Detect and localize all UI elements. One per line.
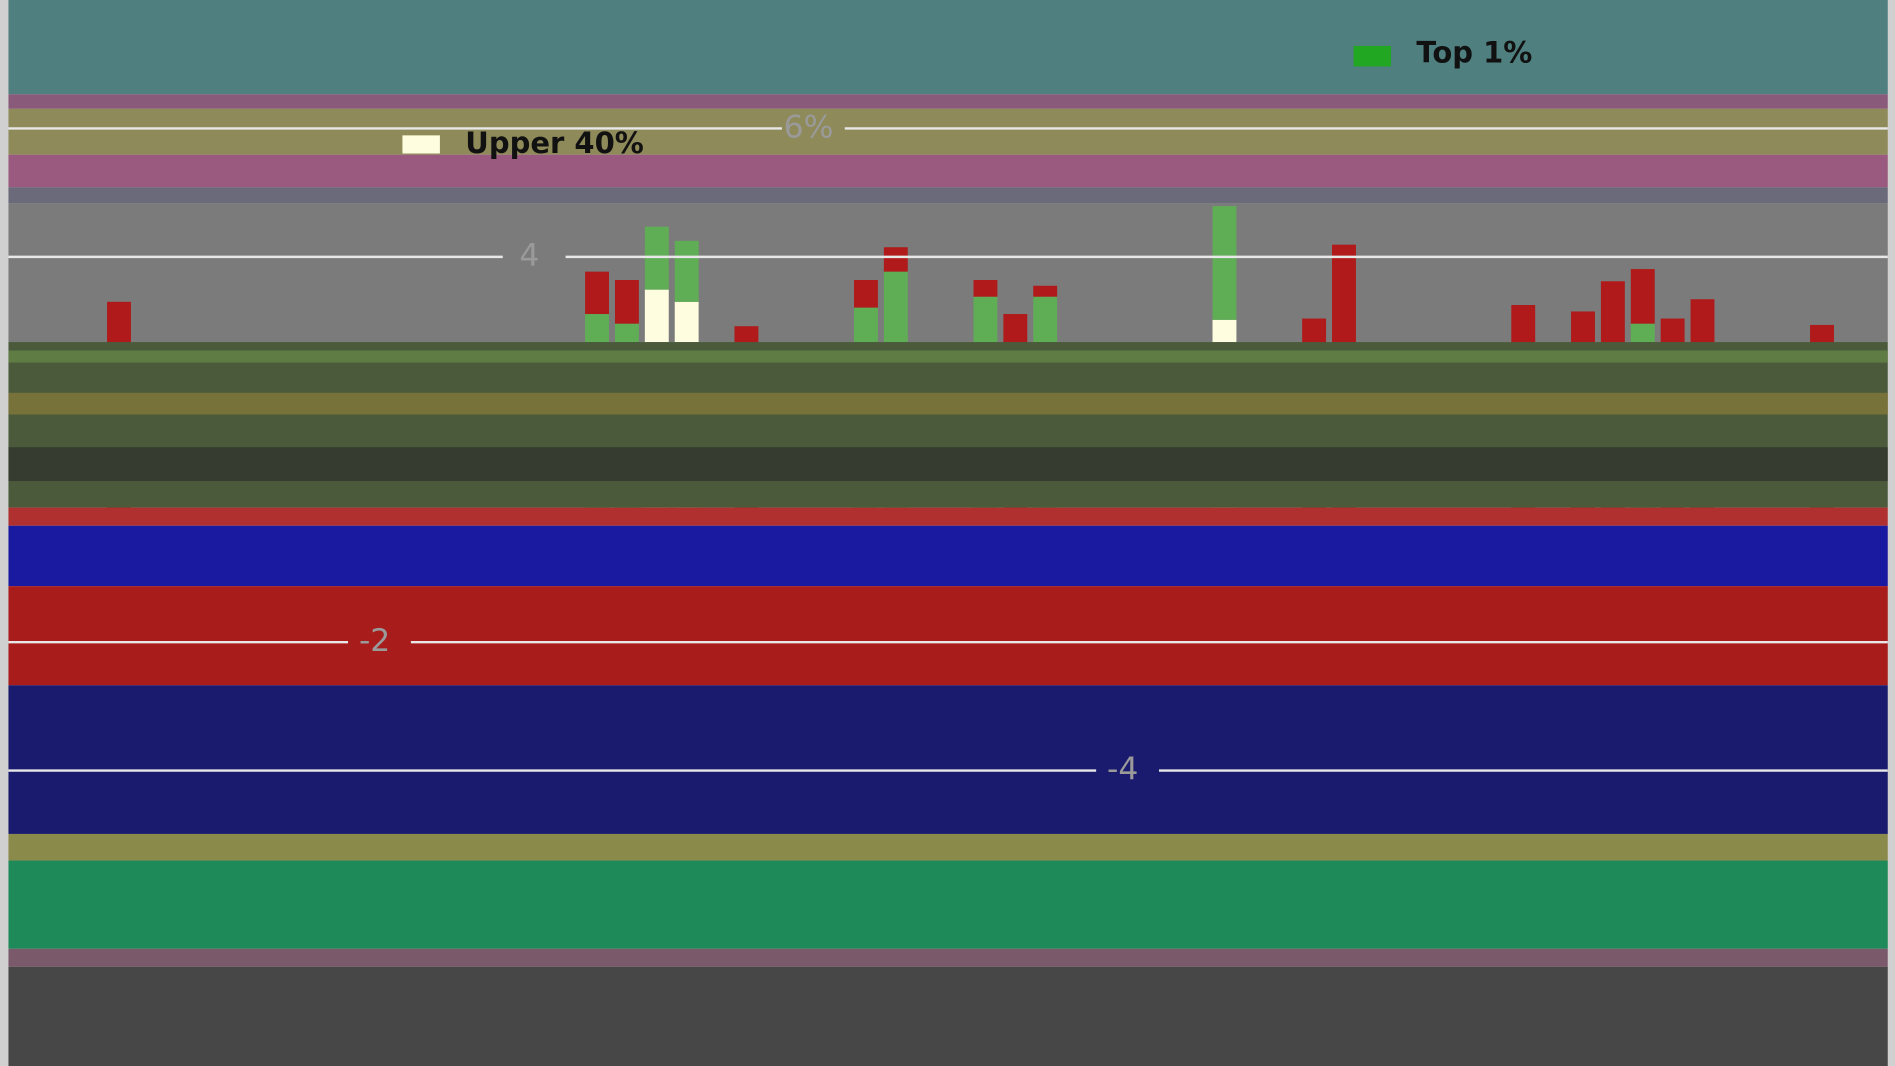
y-tick-label: 4 <box>519 238 539 274</box>
bar-segment <box>585 271 609 315</box>
bar-segment <box>1212 206 1237 320</box>
y-tick-label: 6% <box>784 109 834 145</box>
bar-segment <box>1630 269 1655 324</box>
bar-segment <box>853 279 878 308</box>
legend-swatch <box>1353 45 1392 67</box>
grid-layer: 6% 4 -2 -4 <box>8 109 1888 788</box>
legend-label: Top 1% <box>1416 35 1532 69</box>
y-tick-label: -4 <box>1107 752 1138 788</box>
bar-segment <box>674 240 699 302</box>
legend: Top 1% Upper 40% <box>402 35 1532 160</box>
legend-swatch <box>402 135 440 154</box>
bar-segment <box>973 279 998 297</box>
legend-label: Upper 40% <box>465 126 644 160</box>
bar-segment <box>614 279 639 324</box>
bar-segment <box>1033 285 1058 297</box>
bar-segment <box>883 247 908 272</box>
glitch-overlay <box>8 342 1888 1066</box>
bar-segment <box>644 226 669 290</box>
y-tick-label: -2 <box>359 623 390 659</box>
